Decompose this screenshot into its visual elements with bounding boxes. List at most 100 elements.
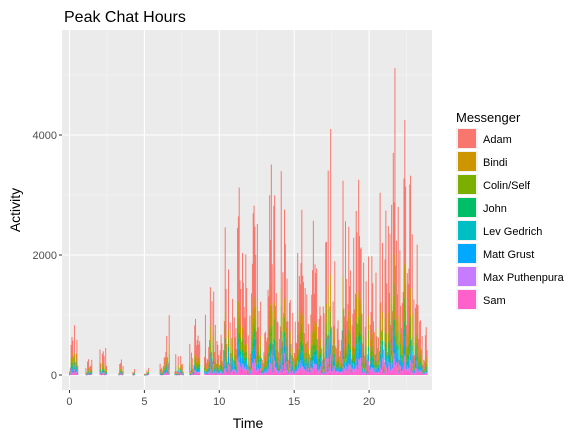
bar-segment-john [343,356,345,360]
bar-segment-colin-self [303,358,305,363]
bar-segment-max-puthenpura [314,363,316,368]
bar-stack [373,321,375,375]
bar-segment-adam [356,232,358,298]
bar-segment-lev-gedrich [293,372,295,374]
bar-segment-adam [418,339,420,359]
bar-segment-john [280,330,282,341]
bar-segment-max-puthenpura [293,373,295,375]
bar-segment-colin-self [412,368,414,371]
bar-segment-lev-gedrich [192,373,194,375]
bar-segment-matt-grust [274,350,276,361]
bar-segment-bindi [359,298,361,315]
bar-segment-adam [104,370,106,373]
bar-segment-bindi [309,366,311,369]
bar-segment-colin-self [252,325,254,342]
bar-segment-sam [263,373,265,375]
bar-segment-matt-grust [274,363,276,368]
bar-segment-colin-self [167,371,169,373]
bar-segment-bindi [386,333,388,348]
bar-segment-bindi [204,348,206,358]
bar-segment-john [253,338,255,347]
bar-segment-adam [305,343,307,361]
bar-stack [415,307,417,375]
bar-segment-colin-self [345,345,347,355]
bar-segment-sam [316,369,318,375]
bar-stack [254,226,256,375]
bar-segment-matt-grust [358,347,360,360]
bar-segment-max-puthenpura [237,361,239,370]
bar-segment-lev-gedrich [379,344,381,355]
bar-segment-matt-grust [240,357,242,367]
bar-segment-sam [277,372,279,375]
bar-segment-sam [409,364,411,375]
bar-segment-bindi [422,370,424,372]
bar-segment-max-puthenpura [288,367,290,372]
bar-segment-john [396,358,398,362]
bar-segment-john [385,343,387,352]
bar-segment-bindi [265,353,267,359]
bar-segment-adam [421,336,423,361]
bar-segment-colin-self [408,344,410,356]
bar-segment-colin-self [424,370,426,372]
bar-segment-colin-self [368,329,370,347]
bar-segment-colin-self [288,369,290,372]
bar-segment-sam [252,368,254,375]
bar-segment-max-puthenpura [101,374,103,376]
bar-segment-bindi [335,360,337,365]
bar-segment-sam [284,362,286,375]
bar-segment-bindi [237,311,239,327]
bar-segment-bindi [339,365,341,368]
bar-segment-sam [300,364,302,375]
bar-segment-sam [394,361,396,375]
bar-segment-max-puthenpura [349,364,351,370]
bar-stack [357,323,359,375]
bar-segment-lev-gedrich [266,367,268,370]
bar-segment-max-puthenpura [217,371,219,374]
bar-segment-max-puthenpura [362,372,364,374]
bar-segment-bindi [192,371,194,373]
bar-segment-colin-self [369,358,371,365]
legend-label-colin-self: Colin/Self [483,180,531,192]
bar-segment-matt-grust [210,371,212,373]
bar-stack [228,269,229,375]
bar-segment-sam [356,369,358,375]
bar-segment-john [367,369,369,371]
bar-segment-adam [404,120,406,264]
bar-segment-adam [228,269,229,330]
bar-segment-adam [419,320,421,349]
bar-segment-max-puthenpura [306,366,308,369]
bar-stack [251,293,253,375]
bar-stack [159,363,161,375]
bar-segment-lev-gedrich [403,336,405,346]
bar-segment-adam [264,333,266,356]
bar-segment-lev-gedrich [419,363,421,367]
bar-segment-lev-gedrich [87,371,89,373]
bar-segment-john [191,371,193,372]
bar-segment-max-puthenpura [87,373,89,375]
legend-label-max-puthenpura: Max Puthenpura [483,272,565,284]
bar-segment-adam [396,294,398,347]
bar-segment-colin-self [256,359,258,365]
bar-segment-colin-self [296,362,298,367]
bar-segment-bindi [334,328,336,345]
bar-segment-sam [292,372,294,375]
bar-segment-max-puthenpura [88,374,90,375]
bar-segment-adam [401,328,403,356]
bar-segment-max-puthenpura [352,368,354,373]
bar-segment-bindi [229,344,231,353]
bar-segment-bindi [335,362,337,368]
bar-segment-colin-self [286,337,288,347]
bar-segment-bindi [227,367,229,370]
bar-segment-colin-self [223,366,225,370]
bar-segment-lev-gedrich [381,363,383,367]
bar-segment-matt-grust [409,341,411,354]
bar-segment-matt-grust [251,357,253,363]
bar-segment-bindi [330,274,332,312]
bar-segment-lev-gedrich [412,371,414,373]
bar-segment-adam [105,347,107,365]
bar-segment-matt-grust [75,370,77,373]
bar-segment-colin-self [120,370,122,373]
bar-segment-lev-gedrich [103,371,105,373]
bar-segment-john [210,369,212,371]
